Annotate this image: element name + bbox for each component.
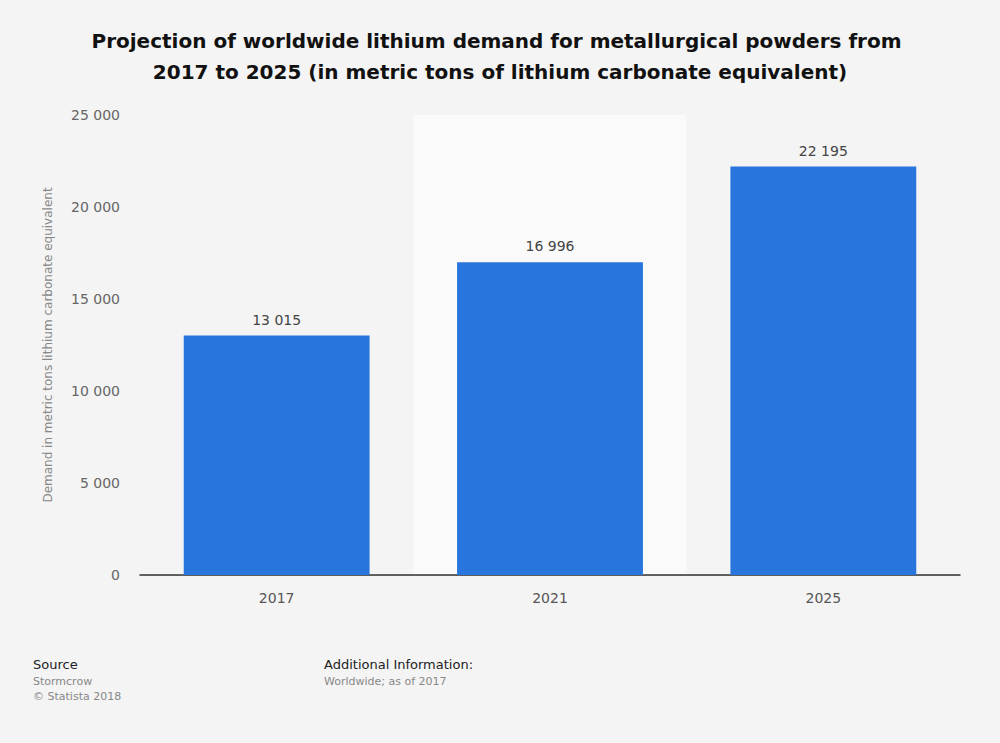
svg-text:13 015: 13 015 [252, 312, 301, 328]
svg-text:15 000: 15 000 [71, 291, 120, 307]
svg-text:Worldwide; as of 2017: Worldwide; as of 2017 [324, 675, 447, 688]
svg-text:2017 to 2025 (in metric tons o: 2017 to 2025 (in metric tons of lithium … [153, 60, 847, 84]
svg-text:20 000: 20 000 [71, 199, 120, 215]
svg-text:0: 0 [111, 567, 120, 583]
svg-text:22 195: 22 195 [799, 143, 848, 159]
svg-text:25 000: 25 000 [71, 107, 120, 123]
svg-text:© Statista 2018: © Statista 2018 [33, 690, 121, 703]
svg-text:Source: Source [33, 657, 78, 672]
svg-text:5 000: 5 000 [80, 475, 120, 491]
svg-text:Additional Information:: Additional Information: [324, 657, 473, 672]
svg-text:Demand in metric tons lithium: Demand in metric tons lithium carbonate … [41, 187, 55, 502]
svg-text:10 000: 10 000 [71, 383, 120, 399]
svg-text:2025: 2025 [806, 590, 842, 606]
svg-text:16 996: 16 996 [526, 238, 575, 254]
svg-text:2017: 2017 [259, 590, 295, 606]
svg-text:2021: 2021 [532, 590, 568, 606]
svg-text:Projection of worldwide lithiu: Projection of worldwide lithium demand f… [91, 29, 908, 53]
svg-text:Stormcrow: Stormcrow [33, 675, 92, 688]
